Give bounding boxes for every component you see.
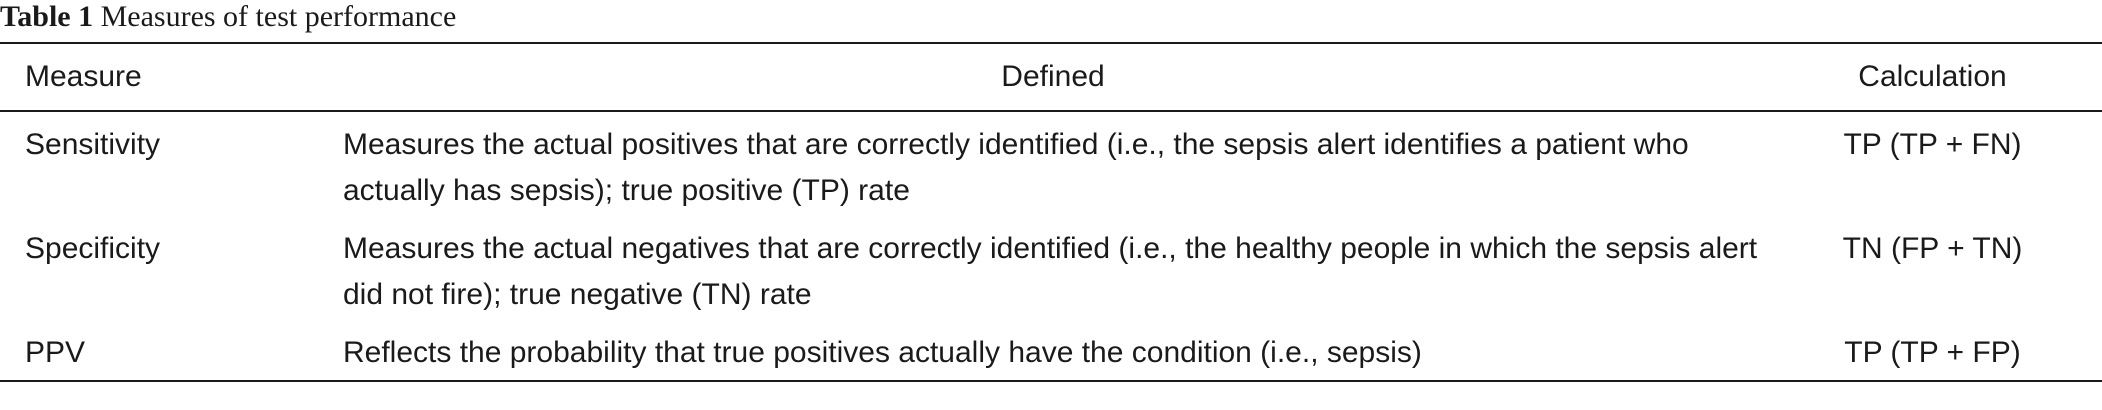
- cell-calculation: TP (TP + FP): [1844, 336, 2021, 369]
- cell-defined-text: Reflects the probability that true posit…: [343, 336, 1422, 369]
- table-header-row: Measure Defined Calculation: [0, 44, 2102, 112]
- cell-measure: Specificity: [25, 232, 161, 265]
- cell-defined: Measures the actual positives that are c…: [343, 111, 1763, 226]
- cell-defined: Measures the actual negatives that are c…: [343, 226, 1763, 330]
- table-caption-label: Table 1: [0, 0, 94, 33]
- cell-measure: PPV: [25, 336, 86, 369]
- cell-calculation: TN (FP + TN): [1842, 232, 2023, 265]
- cell-measure: Sensitivity: [25, 128, 161, 161]
- table-caption-title: Measures of test performance: [100, 0, 457, 33]
- cell-defined: Reflects the probability that true posit…: [343, 330, 1763, 380]
- header-measure: Measure: [0, 44, 343, 112]
- table-row: PPV Reflects the probability that true p…: [0, 330, 2102, 380]
- table-row: Specificity Measures the actual negative…: [0, 226, 2102, 330]
- header-defined: Defined: [343, 44, 1763, 112]
- table-row: Sensitivity Measures the actual positive…: [0, 111, 2102, 226]
- cell-defined-text: Measures the actual negatives that are c…: [343, 232, 1758, 311]
- cell-defined-text: Measures the actual positives that are c…: [343, 128, 1689, 207]
- performance-measures-table: Measure Defined Calculation Sensitivity …: [0, 44, 2102, 380]
- table-caption: Table 1 Measures of test performance: [0, 0, 456, 38]
- table-container: Measure Defined Calculation Sensitivity …: [0, 42, 2102, 382]
- header-calculation: Calculation: [1763, 44, 2102, 112]
- cell-calculation: TP (TP + FN): [1843, 128, 2022, 161]
